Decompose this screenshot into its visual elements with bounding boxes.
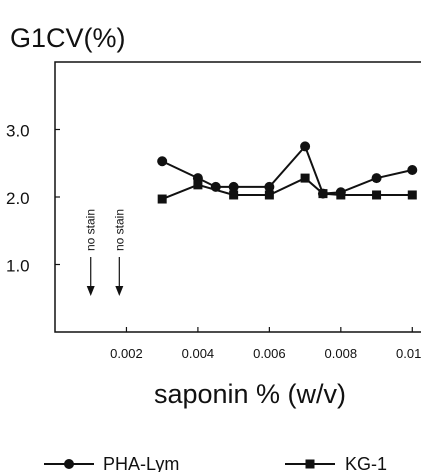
x-axis-ticks: 0.002 0.004 0.006 0.008 0.010 <box>110 327 421 361</box>
data-point <box>371 173 382 184</box>
y-tick-label: 3.0 <box>6 122 30 141</box>
x-tick-label: 0.002 <box>110 346 143 361</box>
series-layer <box>157 141 418 204</box>
y-tick-label: 2.0 <box>6 189 30 208</box>
data-point <box>157 156 168 167</box>
down-arrow-icon <box>86 286 95 296</box>
series-pha-lym <box>157 141 418 199</box>
data-point <box>264 181 275 192</box>
legend-marker-square-icon <box>305 459 315 469</box>
chart-title: G1CV(%) <box>10 23 126 53</box>
x-tick-label: 0.010 <box>396 346 421 361</box>
data-point <box>193 180 203 190</box>
data-point <box>264 190 274 200</box>
data-point <box>318 189 328 199</box>
legend-label: PHA-Lym <box>103 454 179 472</box>
legend: PHA-Lym KG-1 <box>44 454 387 472</box>
x-axis-label: saponin % (w/v) <box>154 379 346 409</box>
data-point <box>157 194 167 204</box>
data-point <box>336 190 346 200</box>
legend-item: PHA-Lym <box>44 454 179 472</box>
data-point <box>407 190 417 200</box>
down-arrow-icon <box>115 286 124 296</box>
data-point <box>229 190 239 200</box>
y-tick-label: 1.0 <box>6 257 30 276</box>
annotation-no-stain: no stain <box>112 209 126 251</box>
data-point <box>407 165 418 175</box>
data-point <box>300 141 311 152</box>
series-line <box>161 144 413 195</box>
annotation-no-stain: no stain <box>84 209 98 251</box>
data-point <box>372 190 382 200</box>
series-kg-1 <box>157 173 417 204</box>
annotations: no stain no stain <box>84 209 126 296</box>
legend-label: KG-1 <box>345 454 387 472</box>
x-tick-label: 0.008 <box>325 346 358 361</box>
x-tick-label: 0.006 <box>253 346 286 361</box>
x-tick-label: 0.004 <box>182 346 215 361</box>
y-axis-ticks: 1.0 2.0 3.0 <box>6 122 60 276</box>
legend-marker-circle-icon <box>64 459 74 469</box>
data-point <box>300 173 310 183</box>
data-point <box>228 181 239 192</box>
legend-item: KG-1 <box>285 454 387 472</box>
